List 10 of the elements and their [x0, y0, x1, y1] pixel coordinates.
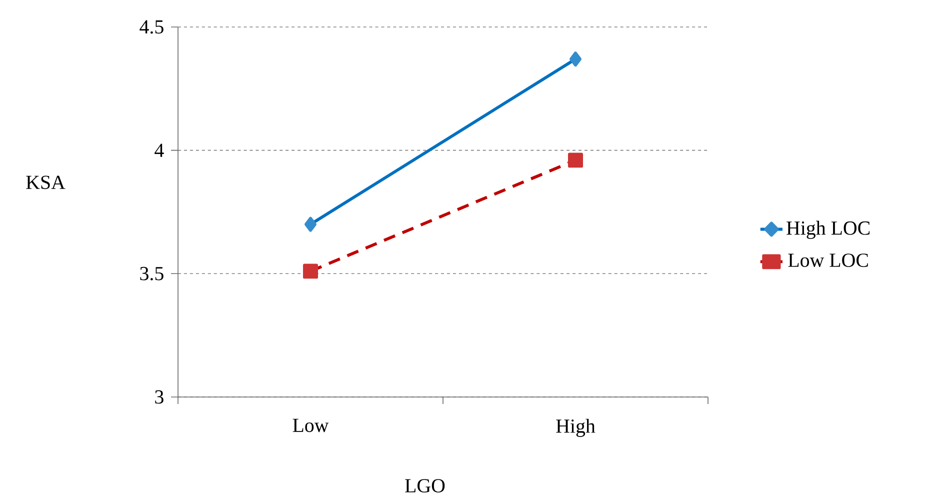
y-tick-label: 3.5 [140, 266, 164, 280]
y-tick-label: 4 [154, 144, 164, 157]
x-tick-label: High [556, 418, 596, 437]
y-tick-label: 3 [155, 390, 164, 404]
x-tick-label: Low [292, 418, 329, 432]
legend-label: High LOC [786, 220, 870, 239]
legend-label: Low LOC [788, 254, 868, 267]
y-tick-label: 4.5 [140, 20, 164, 34]
y-axis-title: KSA [26, 176, 66, 190]
x-axis-title: LGO [405, 479, 445, 492]
